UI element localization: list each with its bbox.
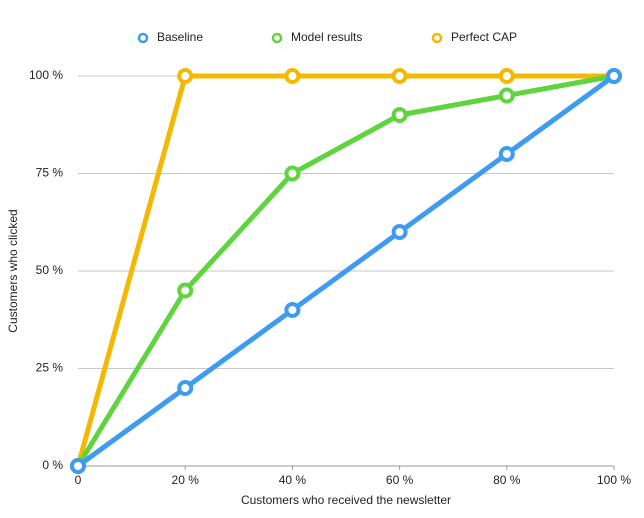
data-point (606, 68, 622, 84)
data-point (391, 224, 408, 240)
data-point (177, 380, 194, 396)
legend-marker (271, 32, 283, 44)
legend-marker (137, 32, 149, 44)
data-point (177, 282, 194, 299)
y-tick-label: 75 % (36, 166, 64, 180)
y-tick-label: 50 % (36, 263, 64, 277)
data-point (498, 146, 515, 162)
x-axis-label: Customers who received the newsletter (241, 493, 451, 507)
data-point (391, 68, 408, 84)
x-tick-label: 40 % (279, 473, 307, 487)
legend-label: Model results (291, 30, 362, 44)
x-tick-label: 100 % (597, 473, 631, 487)
legend-label: Baseline (157, 30, 203, 44)
series-line (76, 73, 616, 469)
y-axis-label: Customers who clicked (6, 209, 20, 332)
series-line (75, 73, 614, 467)
data-point (284, 165, 301, 182)
data-point (70, 458, 86, 474)
legend-label: Perfect CAP (451, 30, 517, 44)
y-tick-label: 25 % (36, 361, 64, 375)
data-point (498, 87, 515, 104)
x-tick-label: 0 (75, 473, 82, 487)
data-point (498, 68, 515, 84)
data-point (284, 68, 301, 84)
data-point (177, 68, 194, 84)
data-point (284, 302, 301, 318)
x-tick-label: 60 % (386, 473, 414, 487)
data-point (391, 107, 408, 123)
series-line (75, 73, 615, 468)
x-tick-label: 80 % (493, 473, 521, 487)
y-tick-label: 100 % (29, 68, 63, 82)
y-tick-label: 0 % (42, 458, 63, 472)
x-tick-label: 20 % (172, 473, 200, 487)
legend-marker (431, 32, 443, 44)
